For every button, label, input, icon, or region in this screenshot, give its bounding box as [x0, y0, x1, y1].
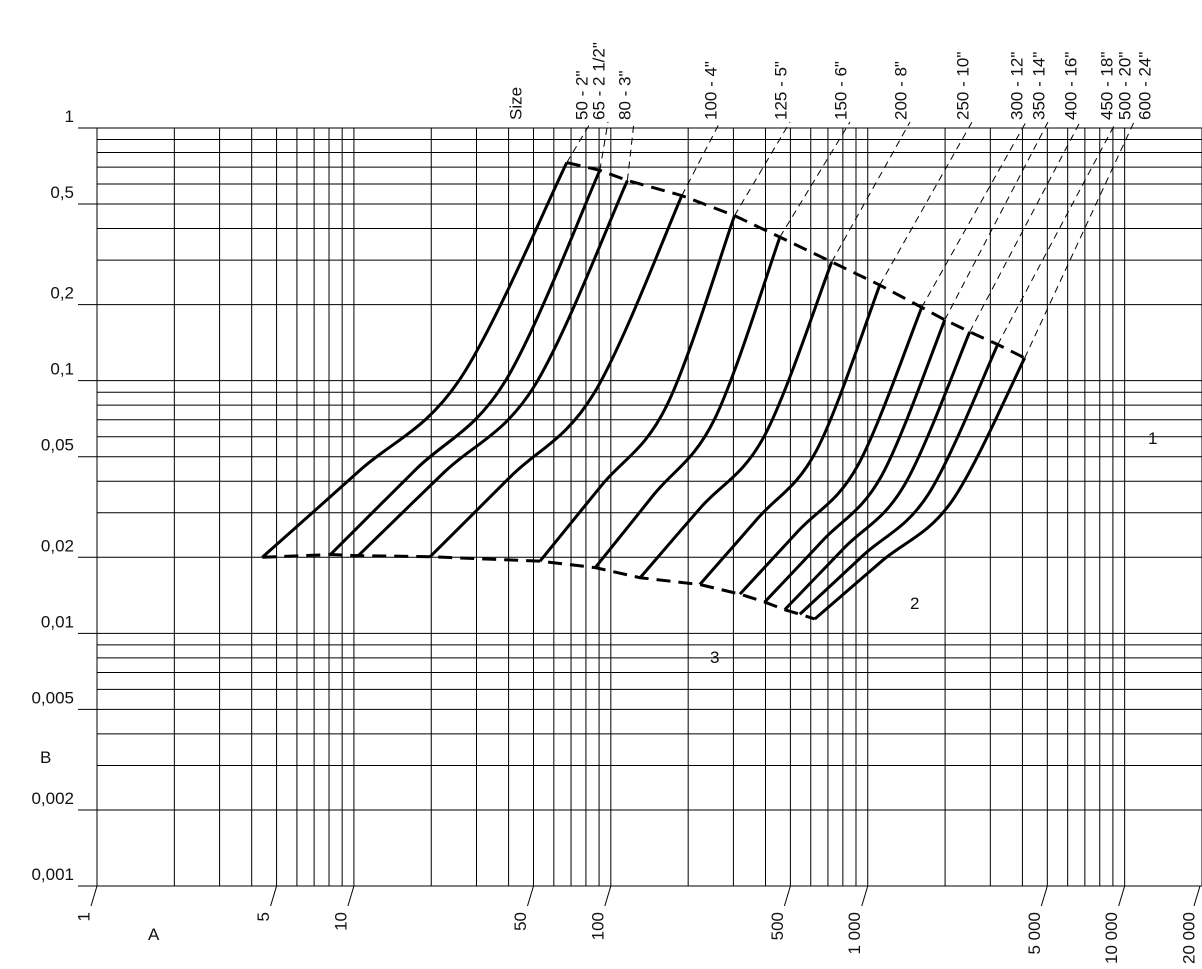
size-label: 200 - 8" — [891, 61, 910, 120]
lower-envelope — [262, 553, 816, 621]
size-extension — [599, 121, 609, 171]
y-tick-label: 0,2 — [50, 284, 74, 303]
x-tick — [1118, 885, 1126, 907]
size-curve — [329, 169, 602, 556]
y-tick-label: 0,001 — [31, 865, 74, 884]
size-label: 50 - 2" — [572, 70, 591, 120]
y-tick-label: 0,002 — [31, 789, 74, 808]
x-tick — [347, 885, 355, 907]
size-curve — [738, 306, 924, 596]
size-label: 65 - 2 1/2" — [589, 42, 608, 120]
x-tick — [90, 885, 98, 907]
x-tick-label: 10 000 — [1102, 912, 1121, 964]
size-curve — [813, 357, 1027, 621]
size-extension — [626, 121, 635, 181]
size-extension — [944, 121, 1049, 321]
size-extension — [921, 121, 1027, 308]
x-tick — [1040, 885, 1048, 907]
size-extension — [681, 121, 721, 196]
x-tick-label: 5 — [254, 912, 273, 921]
x-tick — [861, 885, 869, 907]
size-label: 600 - 24" — [1135, 52, 1154, 120]
x-tick-label: 50 — [511, 912, 530, 931]
y-axis-label: B — [40, 748, 51, 767]
x-tick — [527, 885, 534, 907]
y-tick-label: 1 — [65, 107, 74, 126]
annotation: 3 — [710, 648, 719, 667]
size-label: 350 - 14" — [1029, 52, 1048, 120]
size-extension — [879, 121, 973, 286]
size-title: Size — [506, 87, 525, 120]
size-extension — [566, 121, 592, 163]
x-tick-label: 20 000 — [1179, 912, 1198, 964]
size-label: 400 - 16" — [1061, 52, 1080, 120]
size-extension — [779, 121, 851, 238]
x-tick-label: 5 000 — [1025, 912, 1044, 955]
annotation: 1 — [1148, 429, 1157, 448]
x-tick — [270, 885, 278, 907]
x-tick — [1193, 885, 1201, 907]
y-tick-label: 0,02 — [41, 536, 74, 555]
size-label: 100 - 4" — [701, 61, 720, 120]
y-tick-label: 0,005 — [31, 688, 74, 707]
size-curve — [429, 195, 684, 558]
size-curve — [798, 343, 1000, 616]
size-extension — [734, 121, 791, 216]
size-label: 250 - 10" — [953, 52, 972, 120]
size-curve — [538, 215, 736, 563]
size-label: 450 - 18" — [1097, 52, 1116, 120]
x-axis-label: A — [148, 925, 160, 944]
x-tick — [604, 885, 612, 907]
size-curve — [698, 284, 882, 586]
y-tick-label: 0,1 — [50, 360, 74, 379]
x-tick-label: 10 — [331, 912, 350, 931]
size-curve — [357, 179, 629, 557]
size-extension — [997, 121, 1117, 345]
size-label: 500 - 20" — [1115, 52, 1134, 120]
size-curve — [594, 236, 782, 569]
y-tick-label: 0,05 — [41, 436, 74, 455]
size-curve — [261, 161, 569, 559]
size-extension — [831, 121, 911, 263]
size-extension — [1024, 121, 1135, 359]
size-label: 80 - 3" — [615, 70, 634, 120]
size-label: 150 - 6" — [831, 61, 850, 120]
size-label: 300 - 12" — [1007, 52, 1026, 120]
annotation: 2 — [910, 594, 919, 613]
x-tick — [783, 885, 791, 907]
y-tick-label: 0,5 — [50, 183, 74, 202]
x-tick-label: 1 — [74, 912, 93, 921]
x-tick-label: 100 — [588, 912, 607, 940]
size-label: 125 - 5" — [771, 61, 790, 120]
x-tick-label: 500 — [768, 912, 787, 940]
y-tick-label: 0,01 — [41, 612, 74, 631]
size-extension — [969, 121, 1081, 333]
size-curve — [783, 331, 972, 611]
size-curve — [638, 261, 834, 579]
size-curve — [763, 319, 947, 604]
x-tick-label: 1 000 — [845, 912, 864, 955]
